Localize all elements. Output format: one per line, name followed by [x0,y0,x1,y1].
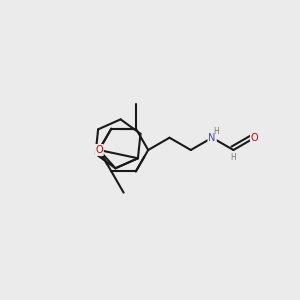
Text: H: H [230,153,236,162]
Text: O: O [251,133,259,143]
Text: O: O [95,145,103,155]
Text: N: N [208,133,216,143]
Text: H: H [213,127,219,136]
